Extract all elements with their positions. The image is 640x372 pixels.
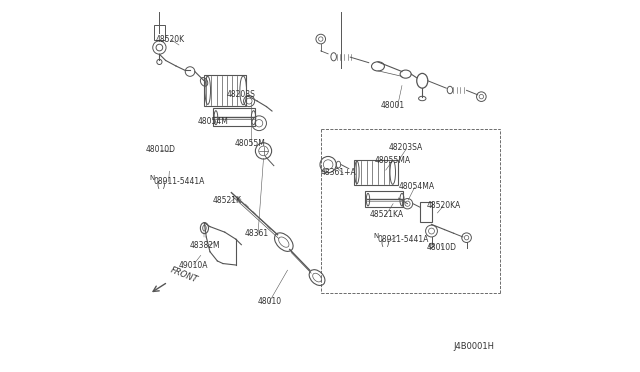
Text: 08911-5441A: 08911-5441A: [377, 235, 429, 244]
Text: 48010: 48010: [258, 297, 282, 306]
Text: 48361+A: 48361+A: [321, 168, 356, 177]
Bar: [354, 160, 397, 185]
Text: 48520KA: 48520KA: [426, 201, 461, 210]
Text: 48055M: 48055M: [234, 140, 265, 148]
Bar: [213, 108, 255, 126]
Text: 49010A: 49010A: [179, 260, 209, 269]
Bar: [420, 202, 431, 222]
Text: 48203S: 48203S: [226, 90, 255, 99]
Text: N: N: [149, 175, 155, 181]
Text: J4B0001H: J4B0001H: [453, 342, 494, 352]
Text: 48054M: 48054M: [197, 117, 228, 126]
Text: N: N: [374, 233, 379, 239]
Text: 48054MA: 48054MA: [399, 182, 435, 191]
Text: 48382M: 48382M: [190, 241, 221, 250]
Text: 48521KA: 48521KA: [370, 210, 404, 219]
Text: 48521K: 48521K: [213, 196, 242, 205]
Text: ( ): ( ): [381, 239, 389, 248]
Text: 48520K: 48520K: [156, 35, 185, 44]
Text: ( ): ( ): [157, 181, 165, 190]
Text: 48010D: 48010D: [426, 243, 456, 252]
Text: 48361: 48361: [245, 229, 269, 238]
Text: 48010D: 48010D: [146, 145, 176, 154]
Bar: [154, 25, 165, 40]
Text: 08911-5441A: 08911-5441A: [153, 177, 205, 186]
Text: 48203SA: 48203SA: [389, 144, 423, 153]
Bar: [365, 191, 403, 207]
Text: 48001: 48001: [380, 101, 404, 110]
Bar: [204, 75, 246, 106]
Text: 48055MA: 48055MA: [374, 156, 410, 166]
Text: FRONT: FRONT: [170, 266, 200, 285]
